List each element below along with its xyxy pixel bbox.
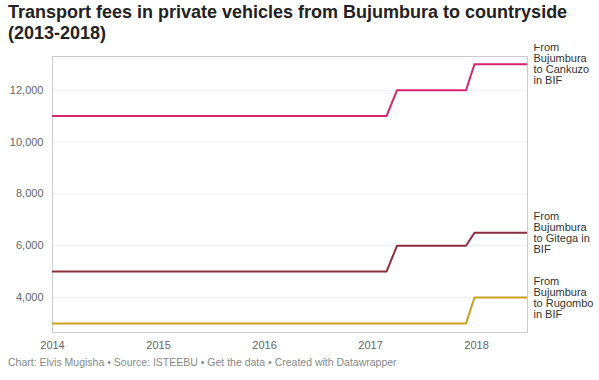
svg-text:2016: 2016 bbox=[252, 339, 276, 351]
svg-text:2014: 2014 bbox=[40, 339, 64, 351]
svg-text:FromBujumburato Gitega inBIF: FromBujumburato Gitega inBIF bbox=[534, 210, 590, 255]
html-text:Transport fees in private vehi: Transport fees in private vehicles from … bbox=[8, 2, 568, 43]
html-text:Chart: Elvis Mugisha • Source:: Chart: Elvis Mugisha • Source: ISTEEBU •… bbox=[8, 356, 397, 368]
svg-text:6,000: 6,000 bbox=[16, 239, 44, 251]
svg-text:12,000: 12,000 bbox=[10, 84, 44, 96]
svg-text:FromBujumburato Rugomboin BIF: FromBujumburato Rugomboin BIF bbox=[534, 275, 594, 320]
svg-text:2015: 2015 bbox=[146, 339, 170, 351]
svg-text:2018: 2018 bbox=[464, 339, 488, 351]
svg-text:FromBujumburato Cankuzoin BIF: FromBujumburato Cankuzoin BIF bbox=[534, 44, 590, 86]
svg-text:8,000: 8,000 bbox=[16, 187, 44, 199]
svg-text:4,000: 4,000 bbox=[16, 291, 44, 303]
svg-text:2017: 2017 bbox=[358, 339, 382, 351]
svg-text:10,000: 10,000 bbox=[10, 136, 44, 148]
